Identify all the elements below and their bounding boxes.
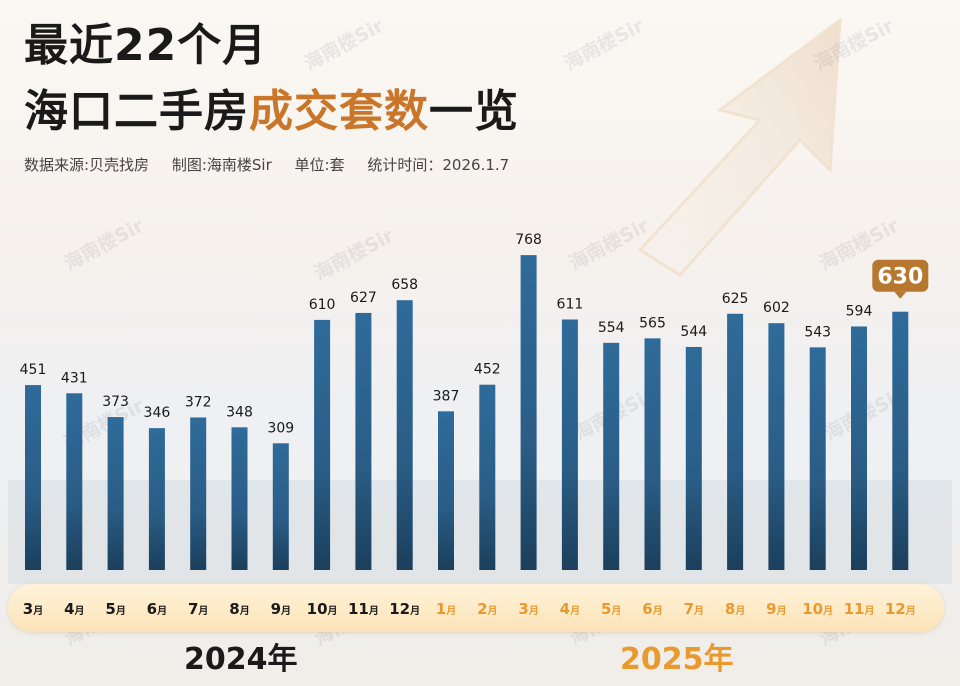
value-label: 610 [309, 297, 336, 313]
month-tick-label: 2月 [477, 600, 497, 618]
bar-7 [314, 319, 331, 570]
month-tick-label: 11月 [348, 600, 379, 618]
chart-title-line1: 最近22个月 [24, 20, 268, 71]
month-tick-label: 3月 [23, 600, 43, 618]
value-label: 565 [639, 315, 666, 331]
month-axis-band [8, 584, 944, 632]
bar-0 [25, 385, 41, 570]
bar-15 [644, 338, 661, 570]
month-tick-label: 9月 [271, 600, 291, 618]
month-tick-label: 4月 [64, 600, 84, 618]
month-tick-label: 6月 [642, 600, 662, 618]
value-label: 348 [226, 404, 253, 420]
chart-meta-line: 数据来源:贝壳找房 制图:海南楼Sir 单位:套 统计时间：2026.1.7 [24, 154, 527, 175]
month-tick-label: 12月 [885, 600, 916, 618]
bar-17 [727, 313, 744, 570]
month-tick-label: 8月 [229, 600, 249, 618]
value-label: 452 [474, 362, 501, 378]
year-label-2024: 2024年 [184, 642, 298, 677]
value-label: 602 [763, 300, 790, 316]
value-label: 611 [557, 296, 584, 312]
value-label: 768 [515, 232, 542, 248]
meta-unit: 单位:套 [294, 156, 345, 174]
bar-21 [892, 311, 909, 570]
value-label: 372 [185, 394, 212, 410]
month-tick-label: 7月 [684, 600, 704, 618]
title-part1: 海口二手房 [24, 86, 249, 137]
highlight-tag-pointer [894, 291, 907, 299]
value-label: 658 [391, 277, 418, 293]
bar-5 [231, 427, 248, 570]
month-tick-label: 12月 [389, 600, 420, 618]
month-tick-label: 7月 [188, 600, 208, 618]
month-tick-label: 10月 [802, 600, 833, 618]
month-tick-label: 10月 [307, 600, 338, 618]
meta-producer: 制图:海南楼Sir [171, 156, 272, 174]
month-tick-label: 8月 [725, 600, 745, 618]
bar-8 [355, 312, 372, 570]
bar-3 [148, 428, 165, 570]
bar-9 [396, 300, 413, 570]
value-label: 309 [267, 420, 294, 436]
bar-4 [190, 417, 207, 570]
bar-10 [438, 411, 454, 570]
bar-6 [272, 443, 289, 570]
highlight-value-tag [872, 259, 929, 292]
title-highlight: 成交套数 [249, 86, 429, 137]
month-tick-label: 1月 [436, 600, 456, 618]
value-label: 543 [804, 324, 831, 340]
bar-14 [603, 342, 620, 570]
chart-title-line2: 海口二手房成交套数一览 [24, 90, 519, 134]
month-tick-label: 5月 [601, 600, 621, 618]
month-tick-label: 5月 [105, 600, 125, 618]
value-label: 451 [20, 362, 47, 378]
month-tick-label: 11月 [844, 600, 875, 618]
value-label: 346 [144, 405, 171, 421]
bar-18 [768, 323, 785, 570]
meta-source: 数据来源:贝壳找房 [24, 156, 150, 174]
bar-16 [685, 346, 702, 570]
value-label: 554 [598, 320, 625, 336]
bar-11 [479, 384, 496, 570]
month-tick-label: 6月 [147, 600, 167, 618]
value-label: 627 [350, 290, 377, 306]
value-label: 625 [722, 291, 749, 307]
year-label-2025: 2025年 [620, 642, 734, 677]
bar-1 [66, 393, 83, 570]
title-part2: 一览 [429, 86, 519, 137]
value-label: 431 [61, 370, 88, 386]
meta-date: 统计时间：2026.1.7 [367, 156, 510, 174]
bar-12 [520, 255, 537, 570]
value-label: 544 [680, 324, 707, 340]
value-label: 594 [846, 303, 873, 319]
value-label: 373 [102, 394, 129, 410]
value-label: 387 [433, 388, 460, 404]
month-tick-label: 3月 [518, 600, 538, 618]
bar-19 [809, 347, 826, 570]
bar-20 [851, 326, 867, 570]
bar-2 [107, 417, 124, 570]
bar-13 [561, 319, 578, 570]
month-tick-label: 9月 [766, 600, 786, 618]
value-label: 630 [877, 265, 923, 290]
month-tick-label: 4月 [560, 600, 580, 618]
